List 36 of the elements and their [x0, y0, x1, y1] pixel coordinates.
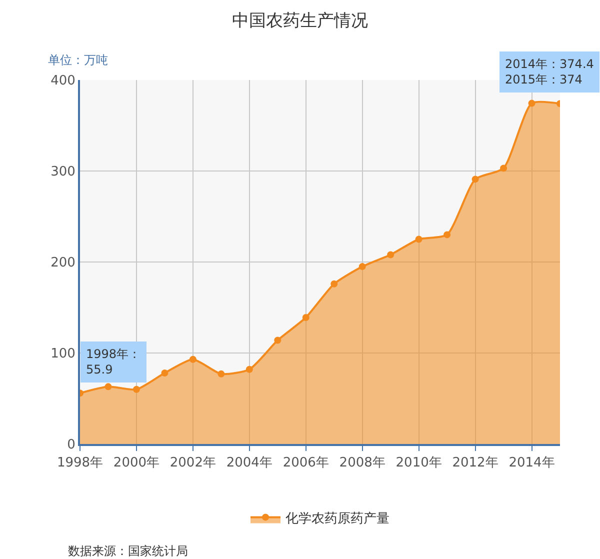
point [415, 236, 422, 243]
point [358, 263, 366, 270]
point [330, 280, 338, 288]
x-tick-label: 2008年 [339, 456, 386, 471]
point [472, 176, 479, 183]
y-tick-label: 400 [50, 74, 76, 89]
source-note: 数据来源：国家统计局 [68, 544, 188, 558]
point [444, 231, 451, 238]
x-tick-label: 2006年 [282, 456, 329, 471]
point [528, 100, 536, 107]
y-tick-label: 100 [50, 346, 76, 362]
annotation: 2014年：374.4 2015年：374 [505, 57, 594, 87]
x-tick-label: 2010年 [396, 456, 442, 471]
point [302, 314, 310, 322]
x-tick-label: 2004年 [226, 456, 272, 471]
point [161, 370, 168, 377]
point [104, 383, 112, 390]
y-tick-label: 300 [50, 164, 76, 180]
point [132, 386, 140, 393]
x-tick-label: 1998年 [56, 456, 104, 471]
x-tick-label: 2000年 [113, 456, 160, 471]
x-tick-label: 2002年 [170, 456, 216, 471]
x-tick-label: 2014年 [508, 456, 555, 471]
legend-label: 化学农药原药产量 [286, 511, 390, 526]
point [189, 356, 196, 363]
y-tick-label: 200 [50, 256, 76, 271]
point [218, 370, 225, 378]
point [500, 164, 508, 172]
chart-title: 中国农药生产情况 [232, 10, 368, 31]
annotation: 1998年： 55.9 [86, 347, 141, 377]
x-tick-label: 2012年 [452, 456, 498, 471]
point [274, 336, 282, 344]
point [246, 366, 253, 373]
point [387, 251, 394, 258]
y-tick-label: 0 [67, 438, 76, 453]
y-axis-title: 单位：万吨 [48, 53, 108, 67]
